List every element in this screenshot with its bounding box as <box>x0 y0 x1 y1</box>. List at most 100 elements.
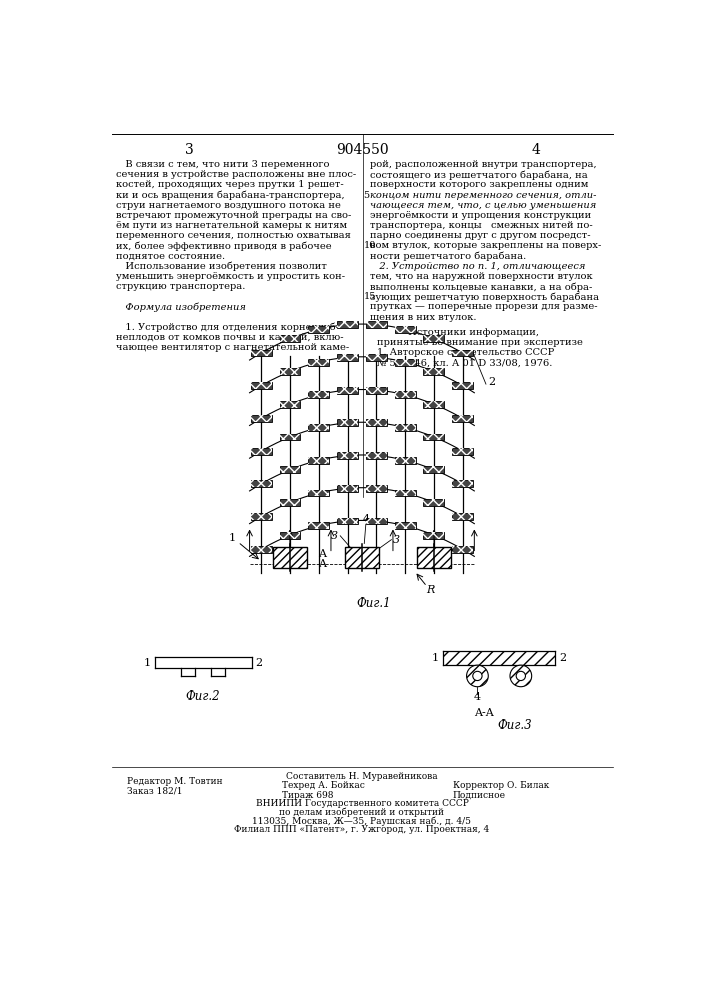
Bar <box>308 457 329 464</box>
Bar <box>337 452 358 459</box>
Text: вом втулок, которые закреплены на поверх-: вом втулок, которые закреплены на поверх… <box>370 241 601 250</box>
Bar <box>366 387 387 394</box>
Text: парно соединены друг с другом посредст-: парно соединены друг с другом посредст- <box>370 231 590 240</box>
Text: 3: 3 <box>332 531 339 541</box>
Bar <box>279 499 300 506</box>
Bar <box>273 547 307 568</box>
Text: костей, проходящих через прутки 1 решет-: костей, проходящих через прутки 1 решет- <box>115 180 344 189</box>
Bar <box>423 434 445 440</box>
Bar <box>337 518 358 524</box>
Text: 4: 4 <box>474 692 481 702</box>
Text: 1. Авторское свидетельство СССР: 1. Авторское свидетельство СССР <box>378 348 555 357</box>
Bar <box>366 321 387 328</box>
Text: неплодов от комков почвы и камней, вклю-: неплодов от комков почвы и камней, вклю- <box>115 333 343 342</box>
Bar <box>251 448 271 455</box>
Bar <box>395 359 416 366</box>
Bar <box>366 354 387 361</box>
Text: ки и ось вращения барабана-транспортера,: ки и ось вращения барабана-транспортера, <box>115 191 344 200</box>
Bar <box>417 547 451 568</box>
Text: 10: 10 <box>363 241 376 250</box>
Text: Использование изобретения позволит: Использование изобретения позволит <box>115 262 327 271</box>
Bar <box>251 480 271 487</box>
Bar <box>279 466 300 473</box>
Bar <box>423 434 445 440</box>
Circle shape <box>467 665 489 687</box>
Bar <box>308 457 329 464</box>
Bar <box>337 452 358 459</box>
Text: Корректор О. Билак: Корректор О. Билак <box>452 781 549 790</box>
Text: прутках — поперечные прорези для разме-: прутках — поперечные прорези для разме- <box>370 302 597 311</box>
Bar <box>308 359 329 366</box>
Circle shape <box>473 671 482 681</box>
Bar <box>366 485 387 492</box>
Text: переменного сечения, полностью охватывая: переменного сечения, полностью охватывая <box>115 231 351 240</box>
Bar <box>279 368 300 375</box>
Text: чающееся тем, что, с целью уменьшения: чающееся тем, что, с целью уменьшения <box>370 201 596 210</box>
Bar <box>417 547 451 568</box>
Bar <box>279 499 300 506</box>
Bar <box>308 326 329 333</box>
Text: 1: 1 <box>228 533 235 543</box>
Bar <box>423 499 445 506</box>
Text: A-A: A-A <box>474 708 493 718</box>
Bar <box>251 415 271 422</box>
Text: 1: 1 <box>432 653 439 663</box>
Bar <box>337 354 358 361</box>
Bar <box>395 490 416 496</box>
Bar <box>366 518 387 524</box>
Bar <box>452 448 473 455</box>
Text: Редактор М. Товтин: Редактор М. Товтин <box>127 777 223 786</box>
Bar <box>251 448 271 455</box>
Bar <box>366 354 387 361</box>
Bar <box>395 457 416 464</box>
Text: 15: 15 <box>363 292 376 301</box>
Text: 3: 3 <box>393 535 400 545</box>
Text: 3: 3 <box>185 143 194 157</box>
Text: Тираж 698: Тираж 698 <box>282 791 334 800</box>
Bar <box>251 350 271 356</box>
Bar <box>423 466 445 473</box>
Bar <box>366 518 387 524</box>
Bar <box>273 547 307 568</box>
Bar <box>423 335 445 342</box>
Bar <box>395 326 416 333</box>
Text: 2: 2 <box>255 658 262 668</box>
Bar <box>366 452 387 459</box>
Bar <box>337 419 358 426</box>
Bar <box>251 415 271 422</box>
Text: транспортера, концы   смежных нитей по-: транспортера, концы смежных нитей по- <box>370 221 592 230</box>
Text: A: A <box>317 559 326 569</box>
Bar <box>308 391 329 398</box>
Bar <box>308 490 329 496</box>
Bar <box>395 326 416 333</box>
Text: Фиг.2: Фиг.2 <box>186 690 221 703</box>
Bar <box>251 382 271 389</box>
Bar <box>279 335 300 342</box>
Text: Техред А. Бойкас: Техред А. Бойкас <box>282 781 365 790</box>
Bar <box>279 401 300 408</box>
Text: поверхности которого закреплены одним: поверхности которого закреплены одним <box>370 180 588 189</box>
Bar <box>251 513 271 520</box>
Bar <box>366 321 387 328</box>
Bar <box>308 522 329 529</box>
Bar <box>279 466 300 473</box>
Bar <box>452 448 473 455</box>
Text: чающее вентилятор с нагнетательной каме-: чающее вентилятор с нагнетательной каме- <box>115 343 349 352</box>
Bar <box>308 522 329 529</box>
Bar <box>423 499 445 506</box>
Bar <box>279 434 300 440</box>
Bar <box>452 546 473 553</box>
Text: концом нити переменного сечения, отли-: концом нити переменного сечения, отли- <box>370 191 596 200</box>
Text: 2. Устройство по п. 1, отличающееся: 2. Устройство по п. 1, отличающееся <box>370 262 585 271</box>
Bar <box>452 480 473 487</box>
Bar <box>345 547 379 568</box>
Bar <box>452 350 473 356</box>
Bar <box>251 546 271 553</box>
Text: выполнены кольцевые канавки, а на обра-: выполнены кольцевые канавки, а на обра- <box>370 282 592 292</box>
Bar <box>337 321 358 328</box>
Bar <box>337 387 358 394</box>
Bar <box>308 424 329 431</box>
Text: 1: 1 <box>144 658 151 668</box>
Bar <box>395 391 416 398</box>
Text: 904550: 904550 <box>336 143 388 157</box>
